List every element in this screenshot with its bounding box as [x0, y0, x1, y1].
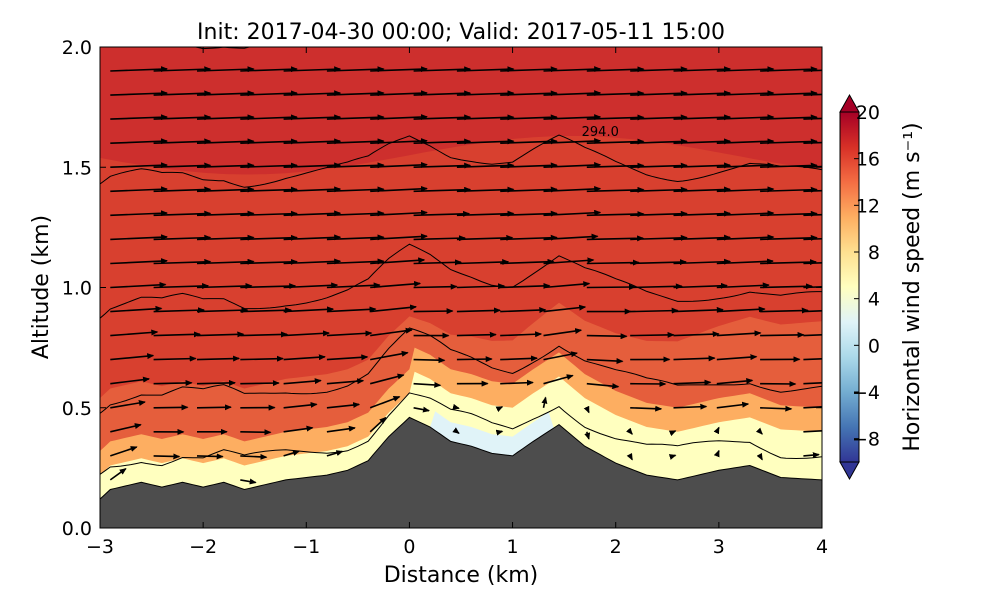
wind-vector: [760, 408, 791, 409]
x-tick-label: 0: [403, 536, 415, 558]
x-tick-label: 2: [610, 536, 622, 558]
wind-vector: [197, 456, 223, 457]
y-axis-label: Altitude (km): [29, 215, 54, 359]
wind-vector: [457, 335, 496, 336]
plot-area: [100, 23, 860, 528]
y-tick-label: 1.0: [62, 278, 92, 300]
x-tick-label: 3: [713, 536, 725, 558]
wind-vector: [587, 336, 627, 337]
wind-vector: [240, 359, 283, 360]
colorbar-tick-label: 0: [868, 335, 880, 357]
colorbar-label: Horizontal wind speed (m s⁻¹): [900, 122, 925, 451]
y-tick-label: 0.0: [62, 518, 92, 540]
wind-vector: [630, 335, 673, 336]
y-tick-label: 1.5: [62, 157, 92, 179]
chart-title: Init: 2017-04-30 00:00; Valid: 2017-05-1…: [197, 20, 725, 45]
colorbar-tick-label: −8: [852, 429, 880, 451]
wind-vector: [500, 431, 502, 432]
wind-vector: [674, 455, 676, 456]
wind-vector: [240, 383, 278, 384]
wind-vector: [154, 383, 192, 384]
colorbar-tick-label: 4: [868, 289, 880, 311]
wind-vector: [674, 431, 676, 432]
wind-vector: [154, 407, 188, 408]
wind-vector: [414, 287, 457, 288]
y-tick-label: 0.5: [62, 398, 92, 420]
colorbar-extend-min: [840, 462, 859, 479]
wind-vector: [197, 383, 235, 384]
wind-vector: [154, 456, 180, 457]
x-axis-label: Distance (km): [384, 563, 539, 588]
x-tick-label: −1: [292, 536, 320, 558]
wind-vector: [587, 287, 635, 288]
isentrope-labels: 294.0: [582, 125, 619, 140]
colorbar: 20 16 12 8 4 0 −4 −8: [840, 95, 880, 479]
wind-vector: [500, 407, 502, 408]
x-tick-label: 1: [507, 536, 519, 558]
colorbar-tick-label: 16: [856, 149, 880, 171]
colorbar-tick-label: 12: [856, 195, 880, 217]
y-tick-label: 2.0: [62, 37, 92, 59]
colorbar-tick-label: −4: [852, 382, 880, 404]
x-tick-label: 4: [816, 536, 828, 558]
wind-vector: [630, 408, 661, 409]
wind-vector: [414, 360, 445, 361]
colorbar-tick-label: 20: [856, 102, 880, 124]
wind-vector: [240, 432, 270, 433]
isentrope-label: 294.0: [582, 125, 619, 140]
wind-vector: [760, 335, 804, 336]
wind-vector: [457, 359, 492, 360]
wind-vector: [414, 311, 453, 312]
x-tick-label: −2: [189, 536, 217, 558]
wind-vector: [154, 359, 196, 360]
wind-vector: [457, 408, 459, 409]
wind-vector: [630, 311, 678, 312]
wind-vector: [197, 407, 231, 408]
colorbar-tick-label: 8: [868, 242, 880, 264]
